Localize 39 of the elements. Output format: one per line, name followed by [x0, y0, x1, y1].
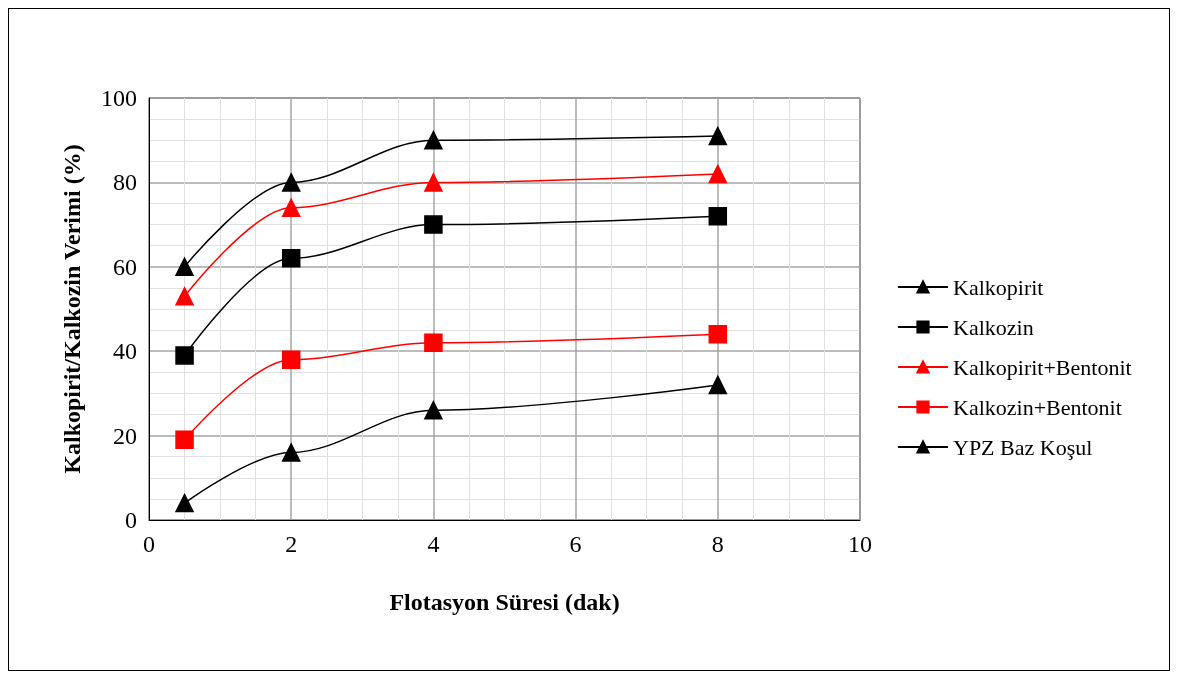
legend-label: Kalkozin — [953, 314, 1034, 340]
point — [175, 287, 194, 306]
y-tick-label: 80 — [113, 169, 137, 196]
point — [708, 375, 728, 395]
point — [424, 215, 443, 234]
point — [708, 164, 728, 184]
point — [708, 206, 728, 226]
x-axis-title: Flotasyon Süresi (dak) — [389, 589, 620, 615]
x-tick-label: 8 — [711, 531, 724, 557]
y-tick-label: 100 — [101, 85, 137, 111]
point — [708, 126, 728, 146]
legend-label: Kalkozin+Bentonit — [953, 394, 1122, 420]
point — [175, 257, 194, 277]
point — [175, 346, 194, 365]
point — [281, 249, 301, 268]
x-tick-label: 4 — [427, 531, 440, 557]
point — [281, 173, 301, 192]
point — [424, 333, 443, 353]
legend-label: YPZ Baz Koşul — [953, 434, 1093, 460]
x-tick-label: 10 — [848, 531, 872, 557]
point — [424, 401, 443, 420]
x-tick-label: 2 — [285, 531, 298, 557]
point — [281, 198, 301, 217]
point — [424, 173, 443, 192]
y-axis-title: Kalkopirit/Kalkozin Verimi (%) — [59, 144, 85, 474]
point — [281, 350, 301, 369]
legend-label: Kalkopirit — [953, 274, 1044, 300]
x-tick-label: 6 — [569, 531, 582, 557]
y-tick-label: 60 — [113, 253, 137, 280]
y-tick-label: 40 — [113, 338, 137, 365]
legend-label: Kalkopirit+Bentonit — [953, 354, 1132, 380]
point — [424, 130, 443, 150]
point — [708, 325, 728, 344]
y-tick-label: 0 — [125, 507, 137, 533]
y-tick-label: 20 — [113, 422, 137, 449]
x-tick-label: 0 — [143, 531, 155, 557]
point — [281, 443, 301, 462]
point — [175, 430, 194, 450]
point — [175, 493, 194, 513]
